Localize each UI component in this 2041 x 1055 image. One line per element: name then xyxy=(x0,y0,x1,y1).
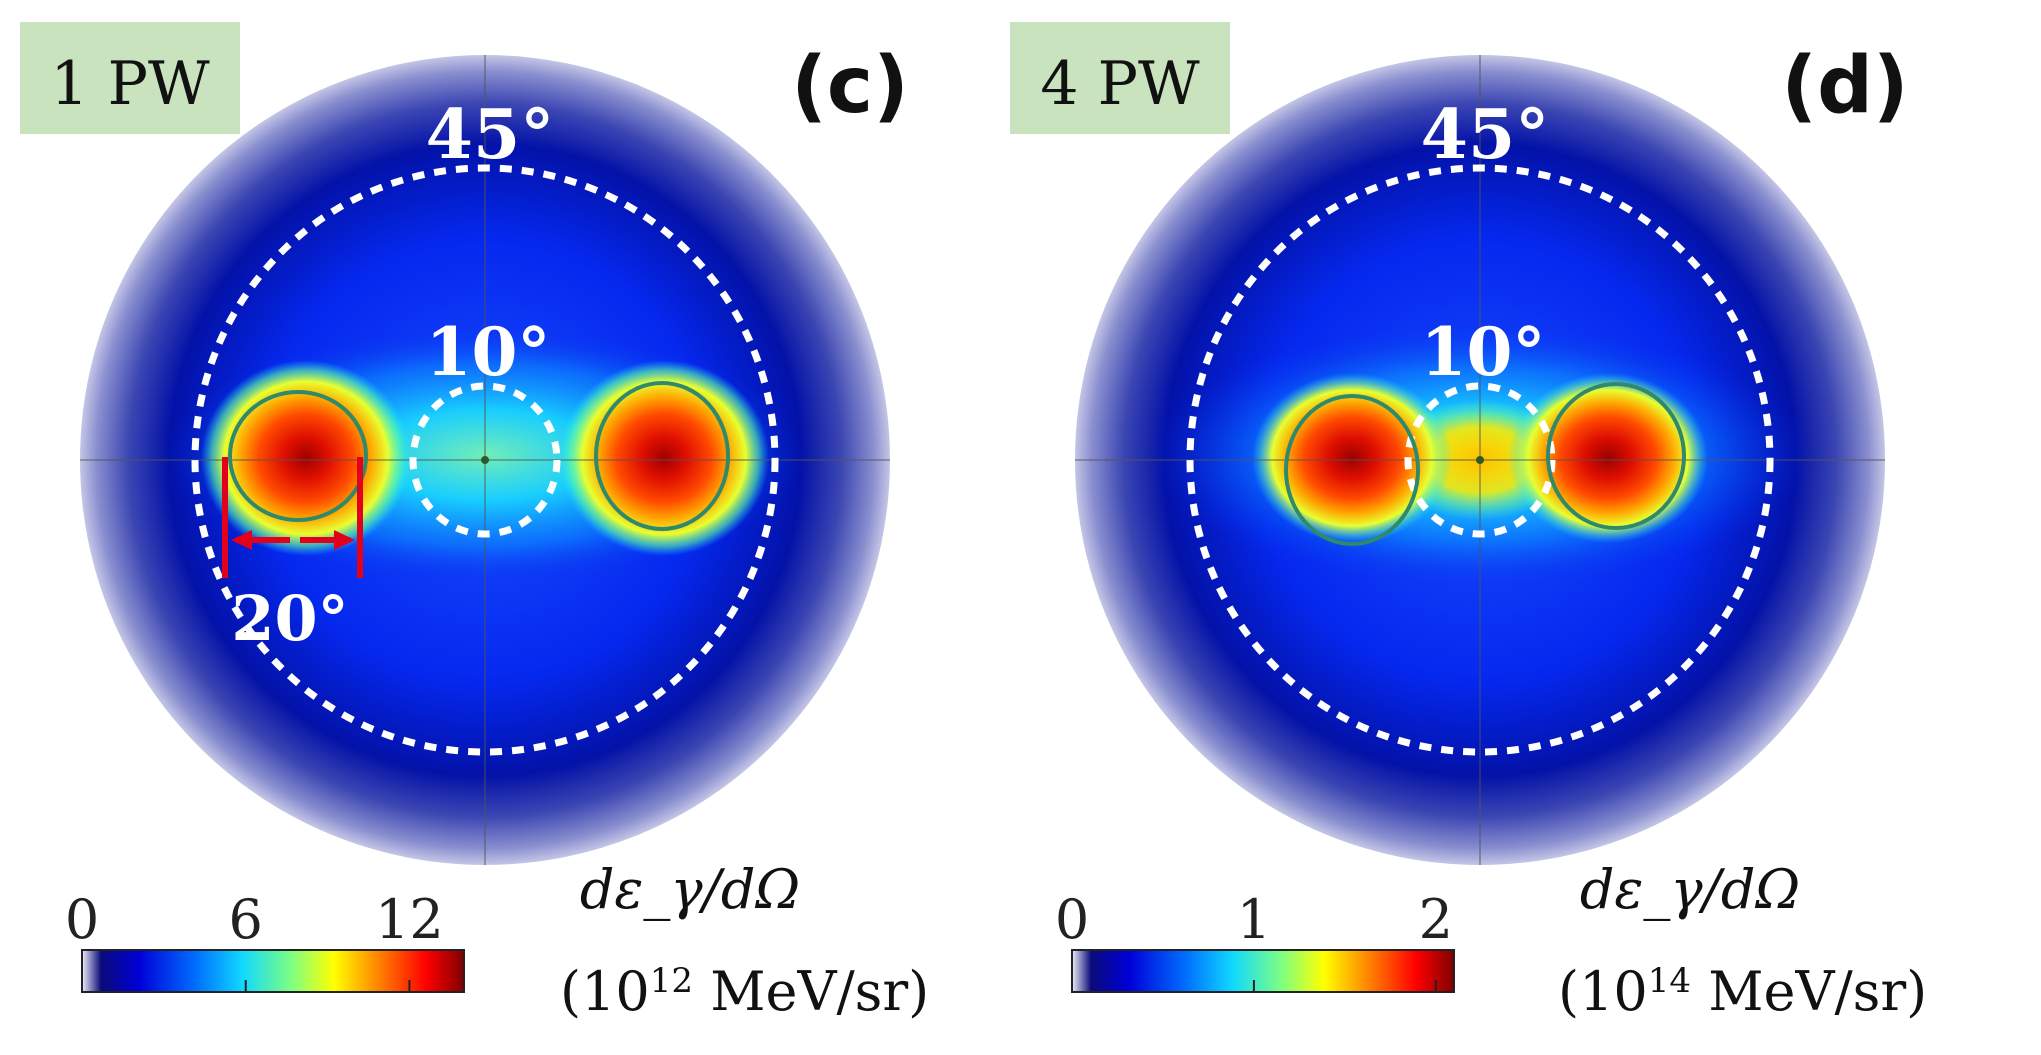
spot-outline-right xyxy=(594,381,730,531)
hot-spot-left xyxy=(1252,373,1452,543)
spot-outline-left xyxy=(228,390,368,522)
colorbar: 0 1 2 xyxy=(1055,888,1455,993)
center-dot xyxy=(1476,456,1484,464)
angle-label-20: 20° xyxy=(231,582,348,655)
colorbar-tick-label: 1 xyxy=(1237,888,1271,951)
colorbar-gradient xyxy=(1071,949,1455,993)
ring-10deg xyxy=(1404,382,1556,538)
panel-c: 1 PW (c) 45° 10° 20° 0 6 12 dε_γ/dΩ (1012 … xyxy=(0,0,1020,1050)
panel-c-svg: 1 PW (c) 45° 10° 20° 0 6 12 dε_γ/dΩ (1012 … xyxy=(20,22,929,1023)
colorbar-tick-label: 2 xyxy=(1419,888,1453,951)
ring-10deg xyxy=(409,382,561,538)
power-label: 1 PW xyxy=(50,49,210,119)
colorbar-tick-label: 0 xyxy=(1055,888,1089,951)
angle-label-10: 10° xyxy=(426,313,551,391)
colorbar-quantity: dε_γ/dΩ xyxy=(1580,858,1800,921)
panel-d: 4 PW (d) 45° 10° 0 1 2 dε_γ/dΩ (1014 MeV/s… xyxy=(1000,0,2020,1050)
hot-spot-right xyxy=(1508,373,1708,543)
power-label-box xyxy=(1010,22,1230,134)
colorbar-tick-label: 6 xyxy=(229,888,263,951)
colorbar-tick-label: 12 xyxy=(375,888,444,951)
colorbar-quantity: dε_γ/dΩ xyxy=(580,858,800,921)
colorbar-gradient xyxy=(81,949,465,993)
spot-outline-left xyxy=(1284,394,1420,546)
hot-spot-left xyxy=(201,360,411,556)
angle-label-45: 45° xyxy=(1421,95,1550,175)
colorbar-unit: (1012 MeV/sr) xyxy=(560,960,929,1023)
angle-label-45: 45° xyxy=(426,95,555,175)
ring-45deg xyxy=(191,164,779,756)
angle-label-10: 10° xyxy=(1421,313,1546,391)
hot-spot-right xyxy=(559,360,769,556)
ring-45deg xyxy=(1186,164,1774,756)
center-dot xyxy=(481,456,489,464)
power-label-box xyxy=(20,22,240,134)
colorbar-tick-label: 0 xyxy=(65,888,99,951)
panel-label: (d) xyxy=(1781,41,1908,131)
power-label: 4 PW xyxy=(1040,49,1200,119)
panel-label: (c) xyxy=(791,41,909,131)
colorbar: 0 6 12 xyxy=(65,888,465,993)
width-arrow xyxy=(222,457,363,578)
panel-d-svg: 4 PW (d) 45° 10° 0 1 2 dε_γ/dΩ (1014 MeV/s… xyxy=(1010,22,1927,1023)
spot-outline-right xyxy=(1546,382,1686,530)
colorbar-unit: (1014 MeV/sr) xyxy=(1558,960,1927,1023)
